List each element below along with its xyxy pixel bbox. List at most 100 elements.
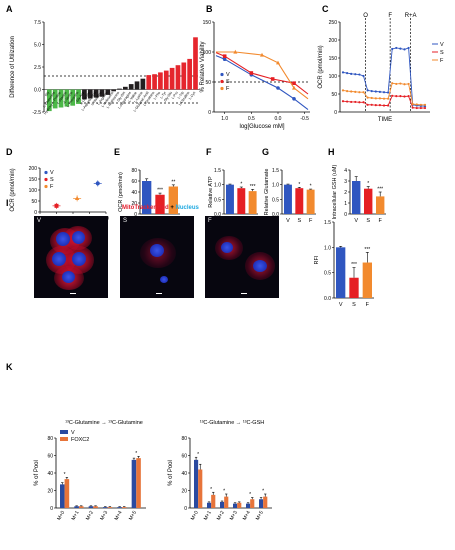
panel-e-y-tick-label: 40 (131, 190, 137, 196)
panel-c-point-S (399, 95, 402, 98)
panel-a-category-label: Gly (44, 91, 50, 98)
panel-d-y-tick-label: 0 (34, 210, 37, 216)
panel-e-significance: ** (171, 179, 175, 185)
panel-e-y-tick-label: 80 (131, 168, 137, 174)
panel-k2-bar-FOXC2 (224, 496, 229, 508)
panel-k2-y-tick-label: 20 (181, 489, 187, 495)
panel-a-category-label: Gly-Glu (163, 91, 173, 103)
panel-c-point-V (378, 90, 381, 93)
panel-a-category-label: L-Alanine (56, 91, 68, 105)
panel-c-y-tick-label: 50 (331, 92, 337, 98)
panel-d-legend-marker (44, 177, 48, 182)
panel-c-point-S (387, 104, 390, 107)
panel-letter-C: C (322, 4, 329, 14)
panel-c-point-V (387, 91, 390, 94)
panel-g-bar-F (306, 189, 315, 214)
panel-h-bar-F (376, 196, 385, 214)
panel-a-bar (140, 78, 146, 90)
panel-c-point-V (350, 72, 353, 75)
panel-f-ylabel: Relative ATP (208, 176, 214, 208)
panel-a-bar (181, 62, 187, 90)
microscopy-label-f: F (208, 218, 212, 224)
panel-b-y-tick-label: 50 (205, 80, 211, 86)
panel-c-point-V (382, 91, 386, 94)
panel-a-category-label: L-Phe (153, 91, 162, 101)
panel-c-point-F (366, 96, 369, 99)
panel-c-point-F (370, 96, 373, 100)
panel-k2-bar-V (259, 499, 264, 508)
panel-c-point-S (370, 103, 373, 106)
panel-a-bar (193, 37, 198, 90)
panel-c-legend-label: V (440, 42, 444, 48)
panel-c-y-tick-label: 200 (329, 38, 338, 44)
panel-h-category-label: S (366, 218, 370, 224)
panel-k1-legend-swatch (60, 430, 68, 434)
panel-a-bar (175, 65, 181, 90)
panel-k1-category-label: M+2 (85, 510, 95, 522)
panel-h-bar-S (364, 188, 373, 214)
panel-k2-bar-FOXC2 (211, 494, 216, 508)
panel-c-point-V (407, 46, 410, 50)
panel-a-category-label: Gly-Asp (75, 91, 85, 103)
panel-a-bar (47, 89, 52, 112)
panel-c-point-V (370, 90, 373, 93)
microscopy-image-f: F (205, 216, 279, 298)
panel-k1-bar-V (74, 506, 79, 508)
panel-c-y-tick-label: 150 (329, 56, 338, 62)
panel-k1-category-label: M+4 (114, 510, 124, 522)
panel-a-y-tick-label: 0.0 (34, 88, 41, 94)
panel-c-point-F (387, 97, 390, 100)
panel-a-bar (123, 86, 128, 90)
panel-d-y-tick-label: 200 (29, 166, 38, 172)
panel-k2-y-tick-label: 60 (181, 454, 187, 460)
panel-a-category-label: L-Tyr (159, 90, 167, 99)
panel-k2-significance: * (197, 452, 199, 458)
panel-e-ylabel: OCR (pmol/min) (118, 172, 124, 212)
panel-d-legend-marker (44, 170, 48, 175)
panel-j-ylabel: RFI (314, 255, 320, 264)
panel-j-y-tick-label: 0.0 (324, 296, 331, 302)
panel-c-point-V (346, 72, 349, 75)
panel-c-point-F (341, 89, 345, 92)
panel-b-point-F (260, 52, 264, 57)
panel-a-bar (70, 89, 76, 106)
panel-b-x-tick-label: 1.0 (221, 116, 228, 122)
panel-c-point-F (374, 97, 377, 100)
panel-c-point-V (403, 48, 406, 51)
panel-k2-ylabel: % of Pool (168, 460, 174, 486)
panel-j-y-tick-label: 0.5 (324, 271, 331, 277)
panel-k1-bar-FOXC2 (64, 479, 70, 508)
panel-g-significance: * (310, 184, 312, 190)
panel-g-category-label: S (297, 218, 301, 224)
plus-sign: + (168, 205, 176, 211)
panel-b-x-tick-label: -0.5 (300, 116, 309, 122)
panel-c-legend-label: F (440, 58, 444, 64)
panel-g-ylabel: Relative Glutamate (264, 169, 270, 216)
panel-k1-significance: * (64, 472, 66, 478)
panel-k2-category-label: M+5 (255, 510, 265, 522)
panel-b-x-tick-label: 0.5 (248, 116, 255, 122)
panel-a-bar (64, 89, 70, 107)
panel-d-y-tick-label: 50 (31, 199, 37, 205)
panel-c-point-V (358, 73, 361, 76)
panel-c-point-S (419, 106, 422, 110)
panel-f-bar-V (226, 184, 234, 214)
panel-k2-bar-FOXC2 (198, 469, 203, 508)
panel-k1-bar-FOXC2 (93, 506, 98, 508)
panel-g-category-label: V (286, 218, 290, 224)
panel-b-y-tick-label: 0 (208, 110, 211, 116)
panel-g-category-label: F (309, 218, 313, 224)
panel-b-legend-marker (220, 72, 224, 77)
panel-d-y-tick-label: 150 (29, 177, 38, 183)
panel-d-point-F (74, 195, 80, 200)
panel-k1-legend-label: FOXC2 (71, 437, 89, 443)
panel-e-y-tick-label: 60 (131, 179, 137, 185)
panel-b-point-F (276, 60, 280, 65)
panel-c-point-V (374, 90, 377, 93)
panel-a-bar (93, 89, 99, 98)
panel-c-point-F (419, 103, 422, 106)
panel-f-significance: *** (250, 184, 256, 190)
panel-g-significance: * (298, 182, 300, 188)
panel-a-bar (117, 88, 122, 90)
microscopy-image-v: V (34, 216, 108, 298)
